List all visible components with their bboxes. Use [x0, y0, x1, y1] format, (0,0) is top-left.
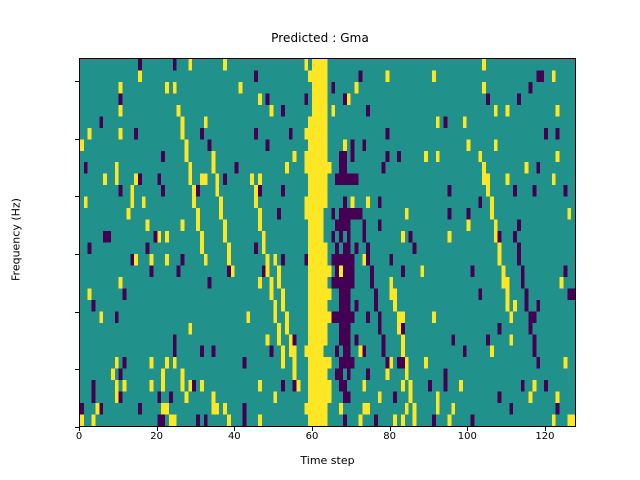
y-tick-mark — [75, 81, 79, 83]
y-tick-mark — [75, 311, 79, 313]
x-tick-mark — [544, 427, 546, 431]
y-tick-mark — [75, 196, 79, 198]
x-tick-mark — [311, 427, 313, 431]
y-tick-mark — [75, 427, 79, 428]
x-tick-mark — [79, 427, 80, 431]
y-tick-mark — [75, 369, 79, 371]
y-axis-label: Frequency (Hz) — [9, 198, 23, 281]
x-tick-label: 40 — [227, 431, 241, 442]
x-tick-label: 60 — [305, 431, 319, 442]
x-tick-label: 120 — [535, 431, 555, 442]
x-tick-label: 0 — [75, 431, 83, 442]
x-tick-label: 100 — [457, 431, 477, 442]
x-tick-label: 20 — [150, 431, 164, 442]
y-tick-mark — [75, 254, 79, 256]
x-tick-label: 80 — [383, 431, 396, 442]
heatmap-plot-area — [79, 58, 576, 427]
heatmap-image — [80, 59, 575, 426]
page-title: Predicted : Gma — [271, 31, 369, 45]
x-tick-mark — [389, 427, 391, 431]
x-tick-mark — [234, 427, 236, 431]
x-axis-label: Time step — [300, 454, 355, 467]
x-tick-mark — [467, 427, 469, 431]
x-tick-mark — [156, 427, 158, 431]
y-tick-mark — [75, 138, 79, 140]
